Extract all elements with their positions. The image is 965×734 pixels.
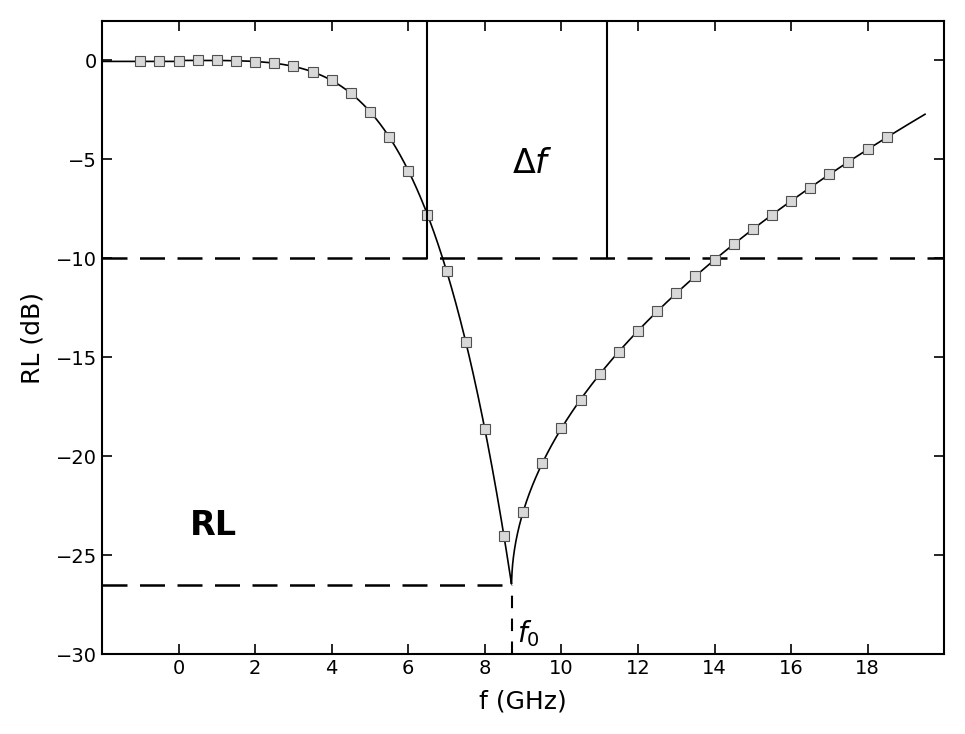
Text: $\Delta f$: $\Delta f$ <box>511 147 552 180</box>
Y-axis label: RL (dB): RL (dB) <box>21 291 44 383</box>
X-axis label: f (GHz): f (GHz) <box>480 689 567 713</box>
Text: RL: RL <box>190 509 237 542</box>
Text: $f_0$: $f_0$ <box>517 619 540 650</box>
